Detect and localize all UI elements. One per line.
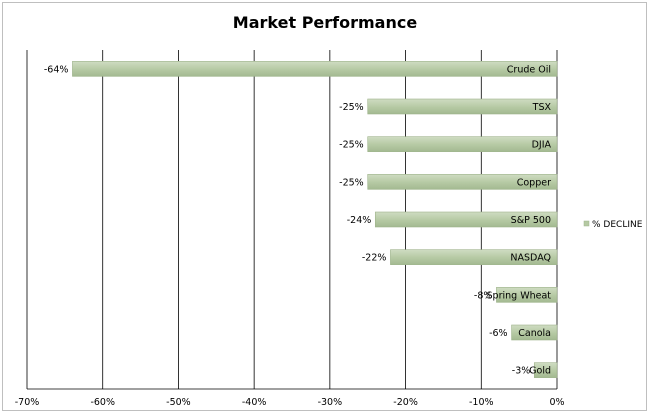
x-tick-label: -10% xyxy=(469,397,494,408)
x-tick-label: -40% xyxy=(242,397,267,408)
category-label: Canola xyxy=(518,328,551,339)
category-label: TSX xyxy=(532,102,552,113)
x-tick-label: -20% xyxy=(393,397,418,408)
bar xyxy=(367,174,558,190)
category-label: NASDAQ xyxy=(510,253,551,264)
x-axis-ticks: -70% -60% -50% -40% -30% -20% -10% 0% xyxy=(15,397,565,408)
data-label: -25% xyxy=(339,140,364,151)
data-label: -25% xyxy=(339,102,364,113)
bars: Crude Oil -64% TSX -25% DJIA -25% Copper -25% S&… xyxy=(44,61,558,378)
x-tick-label: -50% xyxy=(166,397,191,408)
data-label: -25% xyxy=(339,177,364,188)
data-label: -6% xyxy=(489,328,508,339)
legend: % DECLINE xyxy=(583,220,643,230)
x-tick-label: -70% xyxy=(15,397,40,408)
data-label: -8% xyxy=(474,290,493,301)
x-tick-label: 0% xyxy=(549,397,564,408)
legend-label: % DECLINE xyxy=(592,220,643,230)
x-tick-label: -60% xyxy=(90,397,115,408)
category-label: S&P 500 xyxy=(511,215,551,226)
data-label: -22% xyxy=(362,253,387,264)
chart-title: Market Performance xyxy=(233,13,418,32)
category-label: DJIA xyxy=(532,140,552,151)
bar xyxy=(496,287,558,303)
data-label: -64% xyxy=(44,64,69,75)
bar xyxy=(390,249,558,265)
category-label: Gold xyxy=(529,366,551,377)
bar xyxy=(367,136,558,152)
data-label: -3% xyxy=(512,366,531,377)
x-tick-label: -30% xyxy=(318,397,343,408)
legend-swatch xyxy=(583,220,590,227)
bar xyxy=(72,61,558,77)
bar xyxy=(367,98,558,115)
category-label: Crude Oil xyxy=(507,64,551,75)
bar xyxy=(511,324,558,341)
category-label: Copper xyxy=(517,177,551,188)
bar xyxy=(374,211,558,228)
bar xyxy=(533,362,558,378)
category-label: Spring Wheat xyxy=(487,290,552,301)
data-label: -24% xyxy=(347,215,372,226)
